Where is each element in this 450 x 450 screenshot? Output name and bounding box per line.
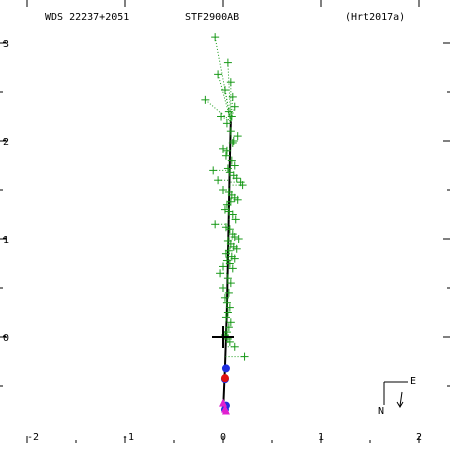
residual-line <box>224 89 232 122</box>
header-left: WDS 22237+2051 <box>45 12 129 23</box>
residual-line <box>205 99 232 122</box>
red-point <box>220 374 229 383</box>
x-tick-label: 1 <box>318 432 324 443</box>
residual-line <box>227 62 232 122</box>
y-tick-label: 0 <box>3 333 9 344</box>
special-points <box>219 364 230 415</box>
y-tick-label: 3 <box>3 39 9 50</box>
residual-line <box>214 37 232 122</box>
north-label: N <box>378 406 384 417</box>
observation-points <box>201 33 249 361</box>
blue-point <box>221 364 230 373</box>
residual-line <box>220 116 232 122</box>
residual-line <box>217 74 232 122</box>
magenta-point <box>221 406 230 415</box>
y-axis-ticks: 3 2 1 0 <box>0 39 450 387</box>
header-center: STF2900AB <box>185 12 239 23</box>
y-tick-label: 2 <box>3 137 9 148</box>
header-right: (Hrt2017a) <box>345 12 405 23</box>
primary-star-marker <box>212 326 234 348</box>
x-tick-label: 2 <box>416 432 422 443</box>
x-axis-ticks: -2 -1 0 1 2 <box>26 0 422 443</box>
y-tick-label: 1 <box>3 235 9 246</box>
x-tick-label: 0 <box>220 432 226 443</box>
x-tick-label: -2 <box>27 432 39 443</box>
orientation-indicator: E N <box>378 376 416 417</box>
residual-line <box>230 96 234 122</box>
east-label: E <box>410 376 416 387</box>
x-tick-label: -1 <box>122 432 134 443</box>
